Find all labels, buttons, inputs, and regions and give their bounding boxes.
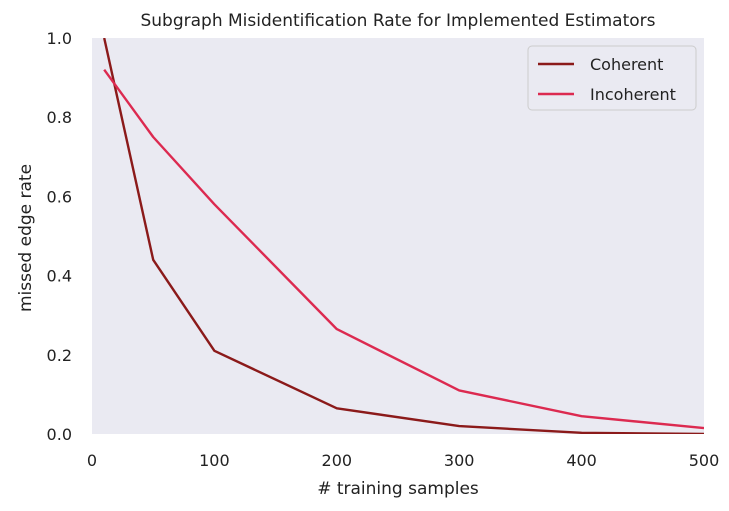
y-tick-label: 0.8 — [47, 108, 72, 127]
y-tick-label: 0.4 — [47, 267, 72, 286]
x-tick-label: 400 — [566, 451, 597, 470]
y-tick-label: 0.2 — [47, 346, 72, 365]
series-layer — [103, 38, 704, 434]
series-line-incoherent — [103, 68, 704, 430]
legend-items: Coherent Incoherent — [538, 55, 676, 104]
x-tick-label: 200 — [322, 451, 353, 470]
legend: Coherent Incoherent — [527, 45, 697, 111]
x-tick-label: 0 — [87, 451, 97, 470]
y-axis-label: missed edge rate — [16, 164, 36, 312]
x-tick-label: 500 — [689, 451, 720, 470]
y-tick-label: 1.0 — [47, 29, 72, 48]
x-tick-label: 300 — [444, 451, 475, 470]
x-axis-label: # training samples — [317, 479, 479, 499]
legend-label-coherent: Coherent — [590, 55, 663, 74]
chart-title: Subgraph Misidentification Rate for Impl… — [140, 11, 655, 31]
legend-label-incoherent: Incoherent — [590, 85, 676, 104]
y-tick-label: 0.0 — [47, 425, 72, 444]
x-tick-label: 100 — [199, 451, 230, 470]
series-line-coherent — [103, 38, 704, 434]
x-axis-ticks: 0 100 200 300 400 500 — [87, 451, 719, 470]
y-axis-ticks: 0.0 0.2 0.4 0.6 0.8 1.0 — [47, 29, 72, 444]
y-tick-label: 0.6 — [47, 187, 72, 206]
